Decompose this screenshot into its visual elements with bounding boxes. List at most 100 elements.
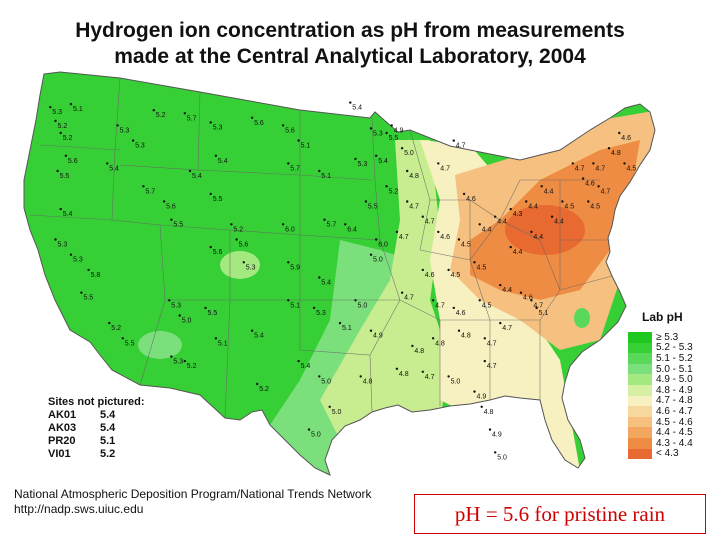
site-value-label: 4.7: [487, 340, 497, 347]
site-dot: [390, 124, 393, 127]
legend-label: 4.7 - 4.8: [656, 395, 693, 407]
site-row: PR20 5.1: [48, 435, 145, 448]
site-dot: [344, 223, 347, 226]
legend-item: 4.6 - 4.7: [628, 406, 714, 417]
site-value-label: 4.4: [513, 249, 523, 256]
site-value-label: 4.9: [373, 333, 383, 340]
legend-label: < 4.3: [656, 448, 679, 460]
site-dot: [385, 131, 388, 135]
site-value-label: 4.5: [627, 165, 637, 172]
site-dot: [623, 162, 626, 165]
legend-label: 4.4 - 4.5: [656, 427, 693, 439]
site-dot: [519, 291, 523, 294]
site-value-label: 4.7: [399, 234, 409, 241]
legend-label: 4.8 - 4.9: [656, 384, 693, 396]
legend-label: 4.3 - 4.4: [656, 437, 693, 449]
site-dot: [354, 157, 357, 161]
legend-label: 4.9 - 5.0: [656, 374, 693, 386]
site-dot: [369, 253, 373, 256]
state-borders: [29, 77, 613, 419]
site-value-label: 5.4: [378, 158, 388, 165]
site-dot: [421, 370, 424, 373]
site-dot: [364, 200, 368, 203]
site-value-label: 4.4: [554, 219, 564, 226]
site-dot: [437, 230, 440, 234]
site-dot: [480, 405, 483, 408]
site-value-label: 4.8: [461, 333, 471, 340]
site-dot: [375, 238, 378, 241]
site-dot: [287, 299, 290, 302]
site-dot: [550, 215, 554, 218]
site-value-label: 5.0: [182, 318, 192, 325]
site-dot: [214, 154, 218, 157]
site-dot: [462, 192, 466, 196]
legend-swatch: [628, 448, 652, 460]
site-value-label: 4.8: [414, 348, 424, 355]
legend-label: 5.0 - 5.1: [656, 363, 693, 375]
site-value-label: 5.1: [321, 173, 331, 180]
site-dot: [59, 131, 62, 135]
site-value-label: 5.0: [404, 150, 414, 157]
site-dot: [338, 321, 342, 325]
site-dot: [54, 238, 57, 241]
site-value-label: 5.4: [301, 363, 311, 370]
site-value-label: 5.5: [125, 340, 135, 347]
site-dot: [421, 215, 424, 218]
site-value-label: 4.4: [544, 188, 554, 195]
site-value-label: 5.5: [389, 135, 399, 142]
site-value-label: 5.5: [368, 204, 378, 211]
site-value-label: 4.5: [477, 264, 487, 271]
site-dot: [56, 169, 59, 173]
site-dot: [592, 162, 595, 165]
legend-swatch: [628, 437, 652, 449]
site-value-label: 5.0: [451, 378, 461, 385]
site-dot: [318, 276, 321, 279]
legend-swatch: [628, 353, 652, 364]
site-dot: [587, 200, 590, 203]
legend-item: 4.4 - 4.5: [628, 427, 714, 438]
site-dot: [395, 367, 399, 370]
site-value-label: 4.7: [595, 165, 605, 172]
site-code: AK01: [48, 409, 77, 421]
site-value-label: 5.0: [358, 302, 368, 309]
legend-swatch: [628, 395, 652, 407]
site-dot: [395, 230, 399, 234]
site-dot: [431, 299, 435, 302]
site-dot: [318, 169, 321, 173]
site-dot: [369, 329, 373, 332]
site-dot: [142, 185, 145, 188]
site-dot: [447, 268, 450, 272]
site-value-label: 5.4: [63, 211, 73, 218]
site-dot: [287, 162, 290, 165]
legend-swatch: [628, 416, 652, 428]
site-dot: [499, 321, 502, 325]
pristine-rain-note: pH = 5.6 for pristine rain: [414, 494, 706, 534]
site-value-label: 5.1: [539, 310, 549, 317]
legend-label: 4.6 - 4.7: [656, 405, 693, 417]
site-dot: [406, 200, 409, 203]
site-value-label: 4.8: [484, 409, 494, 416]
site-value-label: 5.2: [259, 386, 269, 393]
site-value-label: 5.6: [285, 127, 295, 134]
site-value: 5.1: [100, 435, 116, 447]
site-value-label: 4.8: [435, 340, 445, 347]
legend-label: 4.5 - 4.6: [656, 416, 693, 428]
legend-item: 4.9 - 5.0: [628, 374, 714, 385]
site-dot: [499, 283, 502, 287]
site-dot: [618, 131, 621, 135]
site-dot: [535, 306, 538, 310]
site-value-label: 5.7: [327, 222, 337, 229]
site-dot: [421, 268, 424, 272]
site-value-label: 5.4: [109, 165, 119, 172]
sites-title: Sites not pictured:: [48, 396, 145, 408]
site-dot: [49, 106, 52, 109]
site-value-label: 5.0: [332, 409, 342, 416]
site-value-label: 4.4: [533, 234, 543, 241]
site-dot: [400, 291, 404, 294]
site-dot: [509, 245, 512, 249]
site-value-label: 4.6: [621, 135, 631, 142]
site-value-label: 5.3: [58, 242, 68, 249]
site-dot: [69, 102, 73, 106]
site-dot: [281, 223, 285, 226]
site-dot: [488, 428, 492, 431]
